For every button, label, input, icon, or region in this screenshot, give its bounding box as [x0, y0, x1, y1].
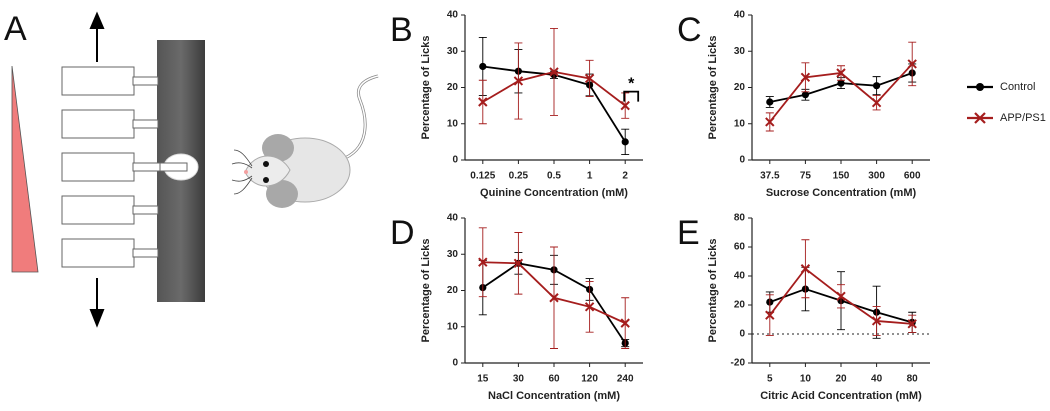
legend-marker	[974, 112, 986, 124]
panel-label: E	[677, 214, 700, 252]
x-tick-label: 5	[767, 374, 773, 385]
y-tick-label: 20	[447, 82, 459, 93]
y-tick-label: -20	[731, 358, 746, 369]
significance-bracket	[623, 90, 640, 102]
x-tick-label: 0.25	[509, 171, 529, 182]
y-tick-label: 0	[452, 155, 458, 166]
x-tick-label: 600	[904, 171, 921, 182]
x-tick-label: 40	[871, 374, 883, 385]
point	[584, 302, 595, 312]
concentration-gradient	[11, 65, 39, 273]
panel-label: D	[390, 214, 415, 252]
point	[620, 100, 630, 111]
y-axis-label: Percentage of Licks	[707, 239, 719, 343]
y-axis-label: Percentage of Licks	[707, 36, 719, 140]
x-tick-label: 300	[868, 171, 885, 182]
point	[478, 97, 488, 107]
y-tick-label: 10	[734, 118, 746, 129]
y-axis-label: Percentage of Licks	[420, 36, 432, 140]
y-tick-label: 10	[447, 118, 459, 129]
x-tick-label: 15	[477, 374, 489, 385]
point	[549, 293, 559, 303]
y-tick-label: 20	[734, 300, 746, 311]
y-tick-label: 40	[447, 10, 459, 21]
x-tick-label: 80	[907, 374, 919, 385]
point	[836, 291, 846, 302]
x-tick-label: 60	[548, 374, 560, 385]
y-tick-label: 40	[447, 213, 459, 224]
schematic: A	[4, 10, 379, 328]
bottles	[61, 66, 188, 268]
mouse	[231, 74, 379, 208]
point	[871, 98, 882, 108]
legend-label: Control	[1000, 81, 1035, 93]
y-tick-label: 80	[734, 213, 746, 224]
x-tick-label: 2	[622, 171, 628, 182]
x-tick-label: 20	[835, 374, 847, 385]
panel-label: C	[677, 11, 702, 49]
x-tick-label: 10	[800, 374, 812, 385]
point	[907, 319, 917, 329]
point	[836, 68, 846, 78]
legend-label: APP/PS1	[1000, 112, 1046, 124]
point	[584, 73, 595, 84]
panel-label: A	[4, 10, 27, 48]
point	[871, 316, 882, 326]
y-tick-label: 30	[734, 46, 746, 57]
chart: D 0 10 20 30 40 15 30 60 120 240 NaCl Concentration…	[390, 213, 643, 402]
y-tick-label: 20	[447, 285, 459, 296]
y-tick-label: 30	[447, 249, 459, 260]
legend: Control APP/PS1	[967, 81, 1046, 124]
point	[513, 76, 524, 86]
x-tick-label: 1	[587, 171, 593, 182]
x-tick-label: 30	[513, 374, 525, 385]
point	[837, 79, 845, 87]
significance-label: *	[628, 76, 635, 93]
y-tick-label: 40	[734, 10, 746, 21]
y-tick-label: 60	[734, 242, 746, 253]
point	[621, 138, 629, 146]
x-axis-label: Sucrose Concentration (mM)	[766, 187, 917, 199]
point	[873, 82, 881, 90]
y-axis-label: Percentage of Licks	[420, 239, 432, 343]
x-tick-label: 120	[581, 374, 598, 385]
point	[513, 258, 524, 269]
legend-marker	[976, 83, 984, 91]
panel-label: B	[390, 11, 413, 49]
x-tick-label: 37.5	[760, 171, 780, 182]
point	[765, 310, 775, 320]
point	[801, 91, 810, 99]
x-axis-label: NaCl Concentration (mM)	[488, 390, 620, 402]
y-tick-label: 0	[739, 155, 745, 166]
chart: B 0 10 20 30 40 0.125 0.25 0.5 1 2 Quinine Concentr…	[390, 10, 643, 199]
y-tick-label: 10	[447, 321, 459, 332]
point	[907, 59, 917, 69]
chart: C 0 10 20 30 40 37.5 75 150 300 600 Sucrose Concent…	[677, 10, 930, 199]
spout	[159, 162, 188, 172]
point	[800, 72, 811, 83]
y-tick-label: 0	[452, 358, 458, 369]
point	[800, 264, 811, 274]
arrows	[89, 11, 105, 328]
chart: E -20 0 20 40 60 80 5 10 20 40 80 Citric Acid Concen…	[677, 213, 930, 402]
y-tick-label: 30	[447, 46, 459, 57]
point	[549, 67, 559, 77]
y-tick-label: 0	[739, 329, 745, 340]
point	[620, 318, 630, 328]
x-tick-label: 150	[833, 171, 850, 182]
x-axis-label: Quinine Concentration (mM)	[480, 187, 628, 199]
point	[478, 257, 488, 267]
x-tick-label: 0.5	[547, 171, 561, 182]
y-tick-label: 20	[734, 82, 746, 93]
x-tick-label: 0.125	[470, 171, 495, 182]
x-tick-label: 240	[617, 374, 634, 385]
point	[479, 62, 487, 71]
y-tick-label: 40	[734, 271, 746, 282]
x-tick-label: 75	[800, 171, 812, 182]
point	[766, 98, 774, 106]
point	[765, 117, 775, 127]
x-axis-label: Citric Acid Concentration (mM)	[760, 390, 922, 402]
